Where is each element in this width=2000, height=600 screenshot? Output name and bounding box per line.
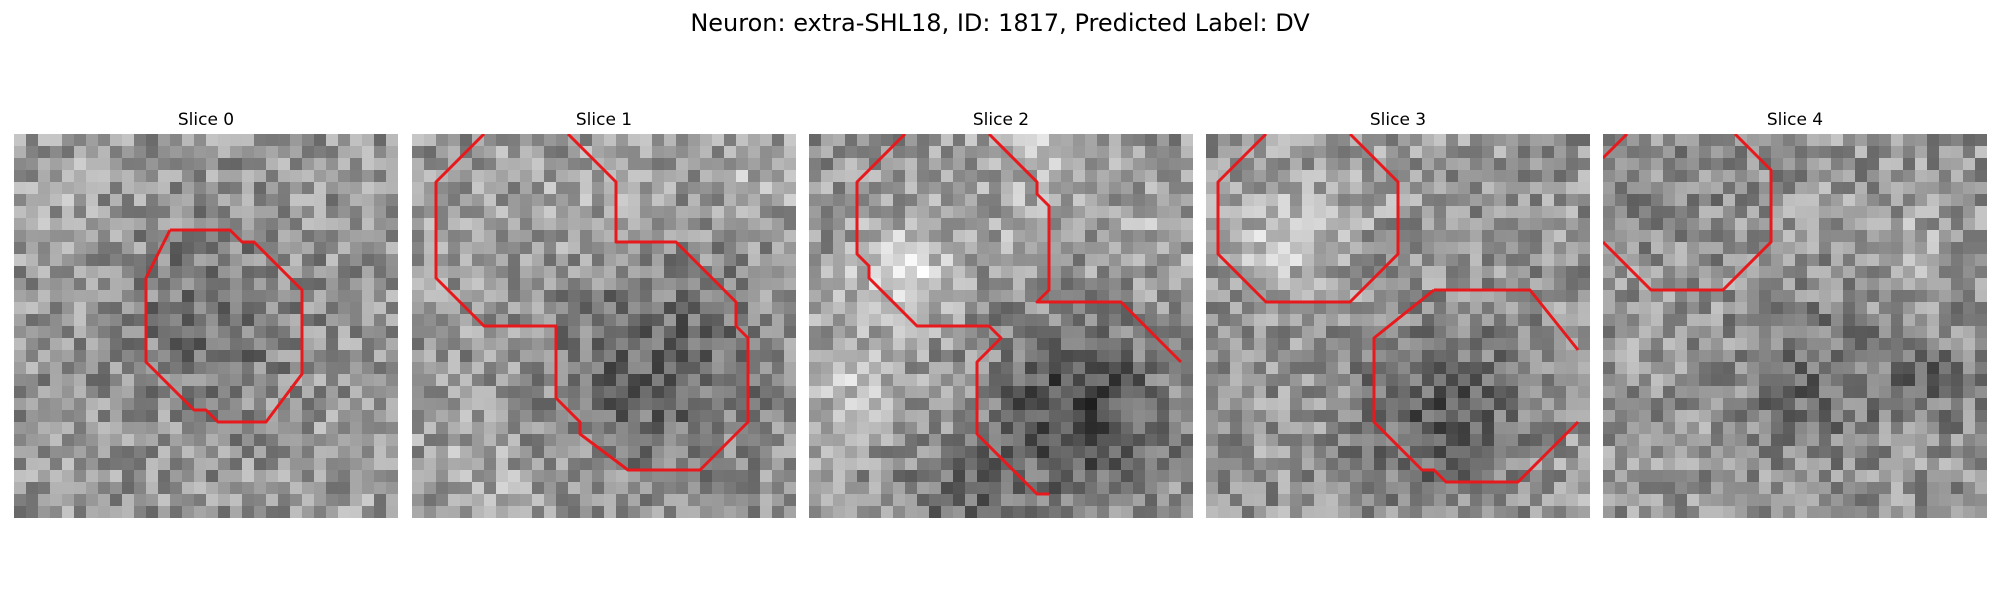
cell-contour bbox=[1434, 288, 1580, 351]
slice-title: Slice 1 bbox=[575, 110, 633, 130]
cell-contour bbox=[144, 228, 304, 424]
slice-image bbox=[809, 134, 1193, 518]
cell-contour bbox=[1372, 288, 1580, 484]
slice-title: Slice 4 bbox=[1766, 110, 1824, 130]
cell-contour bbox=[987, 134, 1183, 364]
cell-contour bbox=[434, 134, 750, 472]
slice-panel-2: Slice 2 bbox=[809, 109, 1193, 518]
slice-image bbox=[14, 134, 398, 518]
slice-title: Slice 3 bbox=[1369, 110, 1427, 130]
slice-panel-3: Slice 3 bbox=[1206, 109, 1590, 518]
slice-image bbox=[1206, 134, 1590, 518]
slice-panel-4: Slice 4 bbox=[1603, 109, 1987, 518]
slice-title: Slice 0 bbox=[177, 110, 235, 130]
figure-title: Neuron: extra-SHL18, ID: 1817, Predicted… bbox=[690, 9, 1310, 37]
slice-image bbox=[412, 134, 796, 518]
slice-panel-0: Slice 0 bbox=[14, 109, 398, 518]
slice-title: Slice 2 bbox=[972, 110, 1030, 130]
cell-contour bbox=[1603, 134, 1629, 160]
slice-panel-1: Slice 1 bbox=[412, 109, 796, 518]
cell-contour bbox=[1216, 134, 1400, 304]
cell-contour bbox=[1603, 134, 1773, 292]
cell-contour bbox=[855, 134, 1049, 496]
slice-image bbox=[1603, 134, 1987, 518]
